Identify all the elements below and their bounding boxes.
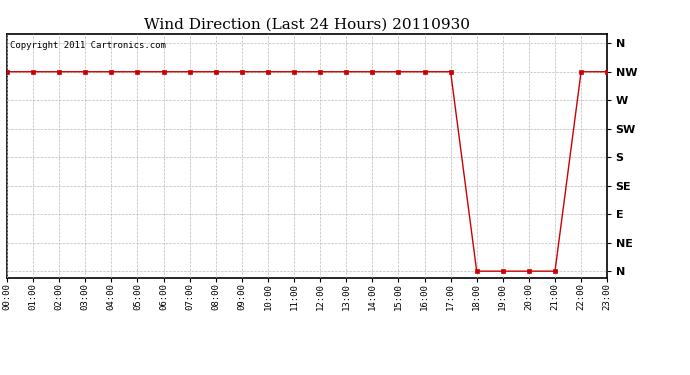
Text: Copyright 2011 Cartronics.com: Copyright 2011 Cartronics.com [10, 41, 166, 50]
Title: Wind Direction (Last 24 Hours) 20110930: Wind Direction (Last 24 Hours) 20110930 [144, 17, 470, 31]
